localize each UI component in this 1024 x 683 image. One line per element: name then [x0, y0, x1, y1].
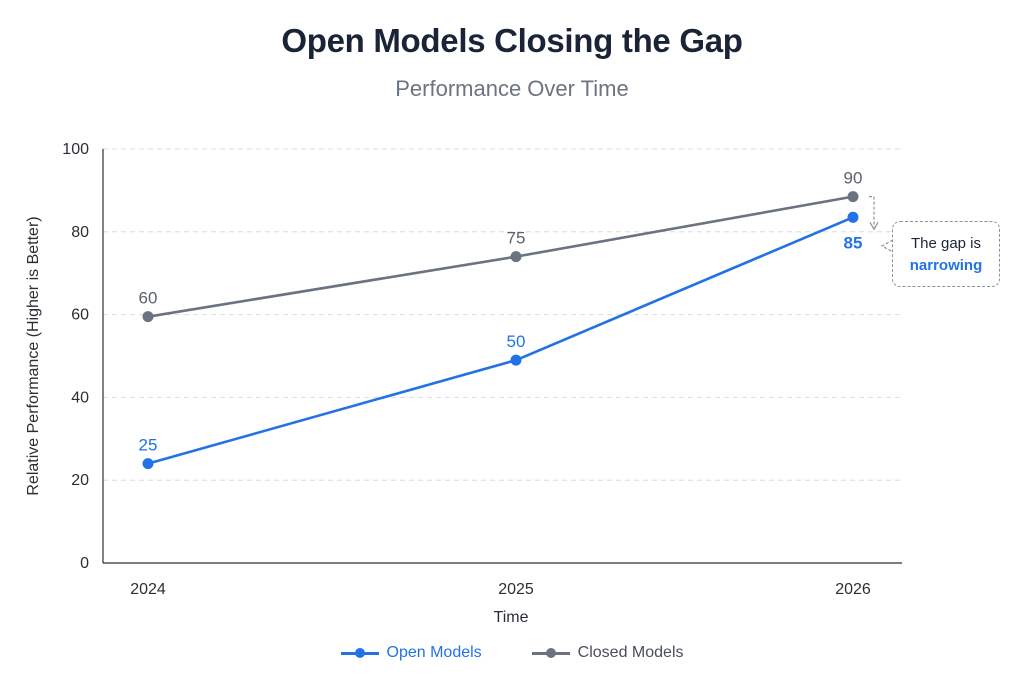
x-tick-label-2025: 2025 [498, 581, 534, 598]
data-label-open-models-2025: 50 [507, 332, 526, 351]
gap-bracket [869, 196, 875, 228]
y-tick-label-20: 20 [71, 472, 89, 489]
annotation-line-1: The gap is [910, 235, 982, 252]
legend: Open Models Closed Models [0, 644, 1024, 662]
legend-swatch-closed-models [531, 646, 570, 660]
gap-arrowhead [869, 222, 879, 231]
legend-label-closed-models: Closed Models [577, 644, 684, 661]
x-tick-label-2026: 2026 [835, 581, 871, 598]
data-label-closed-models-2026: 90 [844, 169, 863, 188]
x-axis-title: Time [494, 609, 529, 626]
callout-pointer [880, 239, 894, 253]
point-closed-models-2025 [510, 251, 522, 263]
data-label-closed-models-2024: 60 [139, 289, 158, 308]
chart-subtitle: Performance Over Time [395, 76, 629, 101]
data-label-closed-models-2025: 75 [507, 229, 526, 248]
series-line-open-models [147, 216, 854, 465]
chart-title: Open Models Closing the Gap [281, 22, 743, 59]
point-open-models-2024 [142, 458, 154, 470]
annotation-line-2: narrowing [909, 257, 983, 274]
y-tick-label-40: 40 [71, 389, 89, 406]
x-tick-label-2024: 2024 [130, 581, 166, 598]
legend-swatch-open-models [340, 646, 379, 660]
point-closed-models-2026 [847, 191, 859, 203]
data-label-open-models-2024: 25 [139, 436, 158, 455]
y-axis-title: Relative Performance (Higher is Better) [25, 216, 42, 495]
y-tick-label-0: 0 [80, 555, 89, 572]
data-label-open-models-2026: 85 [844, 233, 863, 252]
point-open-models-2026 [847, 211, 859, 223]
point-open-models-2025 [510, 354, 522, 366]
legend-item-closed-models[interactable]: Closed Models [531, 644, 684, 662]
y-tick-label-60: 60 [71, 307, 89, 324]
point-closed-models-2024 [142, 311, 154, 323]
y-tick-label-80: 80 [71, 224, 89, 241]
legend-item-open-models[interactable]: Open Models [340, 644, 482, 662]
series-line-closed-models [147, 195, 854, 318]
legend-label-open-models: Open Models [386, 644, 482, 661]
y-tick-label-100: 100 [62, 141, 89, 158]
gap-annotation: The gap is narrowing [892, 221, 1000, 287]
